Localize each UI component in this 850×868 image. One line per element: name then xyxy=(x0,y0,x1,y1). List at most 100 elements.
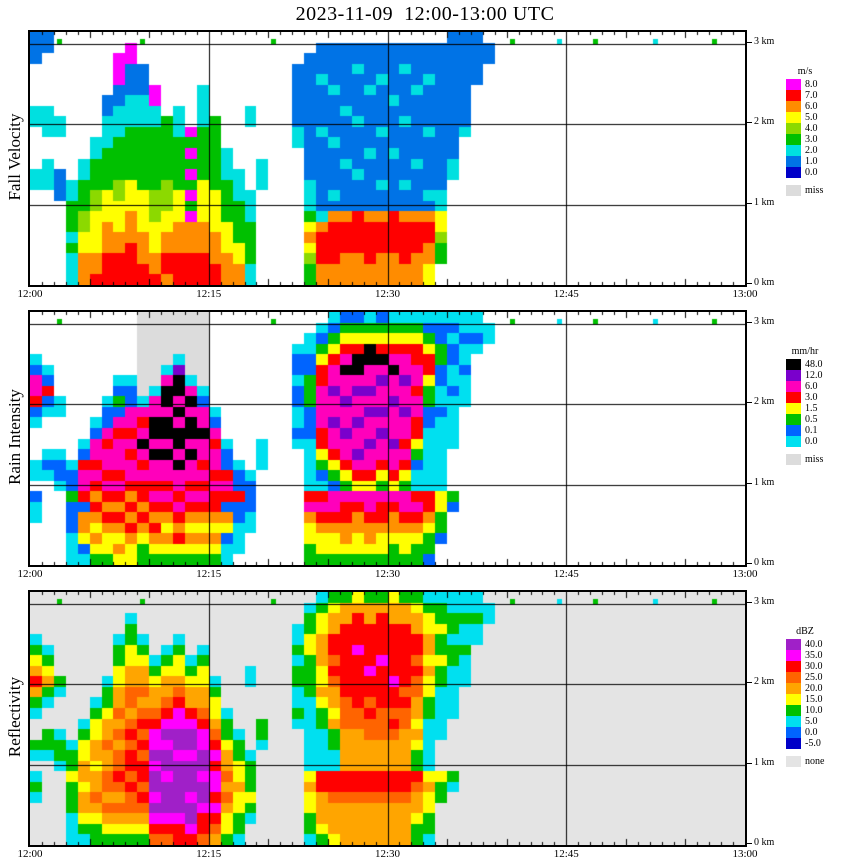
time-tick-label: 12:45 xyxy=(553,568,579,580)
legend-swatch xyxy=(786,156,801,167)
height-tick-mark xyxy=(747,203,752,204)
legend-swatch xyxy=(786,359,801,370)
legend-swatch xyxy=(786,436,801,447)
legend-swatch xyxy=(786,112,801,123)
height-tick-mark xyxy=(747,122,752,123)
height-tick-label: 0 km xyxy=(754,837,775,848)
height-tick-mark xyxy=(747,843,752,844)
legend-swatch xyxy=(786,650,801,661)
legend-entry: 20.0 xyxy=(786,683,824,694)
legend-label: 0.0 xyxy=(805,167,818,178)
legend-entry: 7.0 xyxy=(786,90,824,101)
legend-entry: 5.0 xyxy=(786,112,824,123)
legend-swatch xyxy=(786,381,801,392)
legend-swatch xyxy=(786,403,801,414)
legend-entry: -5.0 xyxy=(786,738,824,749)
height-tick-label: 0 km xyxy=(754,557,775,568)
legend-swatch xyxy=(786,79,801,90)
legend-label: 0.5 xyxy=(805,414,818,425)
time-tick-label: 12:45 xyxy=(553,848,579,860)
legend-label: 2.0 xyxy=(805,145,818,156)
legend-entry: 0.5 xyxy=(786,414,824,425)
height-tick-label: 3 km xyxy=(754,36,775,47)
legend-swatch xyxy=(786,370,801,381)
time-tick-label: 13:00 xyxy=(732,288,758,300)
legend-entry: 48.0 xyxy=(786,359,824,370)
legend-entry: 30.0 xyxy=(786,661,824,672)
legend-label: 0.1 xyxy=(805,425,818,436)
legend-entry: 35.0 xyxy=(786,650,824,661)
time-tick-label: 12:30 xyxy=(374,848,401,860)
legend-label: miss xyxy=(805,454,824,465)
legend-swatch xyxy=(786,716,801,727)
legend-title-fall-velocity: m/s xyxy=(797,66,813,77)
legend-label: 0.0 xyxy=(805,727,818,738)
legend-entry: 5.0 xyxy=(786,716,824,727)
legend-label: 35.0 xyxy=(805,650,823,661)
legend-entry: 0.0 xyxy=(786,436,824,447)
legend-swatch xyxy=(786,425,801,436)
plot-area-fall-velocity xyxy=(28,30,747,287)
time-tick-label: 12:15 xyxy=(196,848,222,860)
legend-entry: 8.0 xyxy=(786,79,824,90)
legend-label: 8.0 xyxy=(805,79,818,90)
time-tick-label: 12:15 xyxy=(196,288,222,300)
legend-label: 1.5 xyxy=(805,403,818,414)
legend-entry: 4.0 xyxy=(786,123,824,134)
legend-swatch xyxy=(786,661,801,672)
heatmap-canvas-rain-intensity xyxy=(30,312,745,565)
legend-label: 40.0 xyxy=(805,639,823,650)
legend-entry: 0.1 xyxy=(786,425,824,436)
height-tick-mark xyxy=(747,483,752,484)
height-tick-mark xyxy=(747,402,752,403)
legend-reflectivity: dBZ 40.0 35.0 30.0 25.0 20.0 15.0 10.0 5.0 0.0 -5.… xyxy=(786,626,824,767)
plot-area-reflectivity xyxy=(28,590,747,847)
legend-swatch xyxy=(786,683,801,694)
height-tick-mark xyxy=(747,563,752,564)
legend-swatch xyxy=(786,123,801,134)
legend-title-rain-intensity: mm/hr xyxy=(791,346,819,357)
time-tick-label: 12:30 xyxy=(374,288,401,300)
legend-label: 12.0 xyxy=(805,370,823,381)
y-axis-label-rain-intensity: Rain Intensity xyxy=(5,389,24,485)
legend-entry: miss xyxy=(786,185,824,196)
legend-entry: 0.0 xyxy=(786,167,824,178)
height-tick-label: 1 km xyxy=(754,477,775,488)
legend-entry: 40.0 xyxy=(786,639,824,650)
figure-title: 2023-11-09 12:00-13:00 UTC xyxy=(295,3,555,25)
legend-entry: 1.0 xyxy=(786,156,824,167)
legend-entry: 2.0 xyxy=(786,145,824,156)
legend-label: 6.0 xyxy=(805,381,818,392)
height-tick-label: 3 km xyxy=(754,316,775,327)
legend-swatch xyxy=(786,756,801,767)
legend-label: 3.0 xyxy=(805,134,818,145)
time-tick-label: 12:30 xyxy=(374,568,401,580)
height-tick-mark xyxy=(747,763,752,764)
legend-swatch xyxy=(786,639,801,650)
legend-label: 4.0 xyxy=(805,123,818,134)
legend-entry: 3.0 xyxy=(786,134,824,145)
legend-swatch xyxy=(786,90,801,101)
legend-label: 6.0 xyxy=(805,101,818,112)
legend-swatch xyxy=(786,738,801,749)
legend-label: 20.0 xyxy=(805,683,823,694)
height-tick-mark xyxy=(747,682,752,683)
legend-swatch xyxy=(786,414,801,425)
time-tick-label: 12:45 xyxy=(553,288,579,300)
legend-label: 48.0 xyxy=(805,359,823,370)
height-tick-label: 3 km xyxy=(754,596,775,607)
legend-label: miss xyxy=(805,185,824,196)
legend-swatch xyxy=(786,134,801,145)
legend-label: 7.0 xyxy=(805,90,818,101)
time-tick-label: 12:15 xyxy=(196,568,222,580)
legend-entry: 15.0 xyxy=(786,694,824,705)
panel-rain-intensity: Rain Intensity 3 km 2 km 1 km 0 km 12:00 12:15… xyxy=(0,310,850,590)
legend-label: 30.0 xyxy=(805,661,823,672)
legend-swatch xyxy=(786,101,801,112)
legend-label: 5.0 xyxy=(805,112,818,123)
legend-entry: none xyxy=(786,756,824,767)
legend-entry: 6.0 xyxy=(786,101,824,112)
height-tick-mark xyxy=(747,322,752,323)
time-tick-label: 12:00 xyxy=(17,848,43,860)
